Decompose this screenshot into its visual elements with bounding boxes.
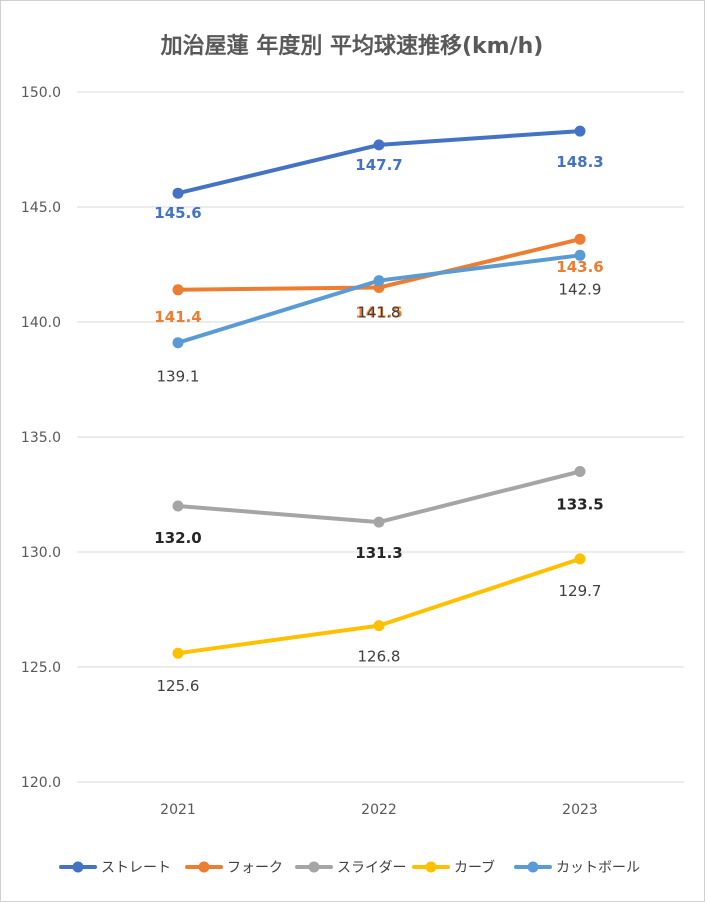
series-line (176, 253, 582, 345)
data-label: 141.8 (358, 304, 401, 322)
x-tick-label: 2023 (562, 802, 598, 818)
data-point (373, 516, 385, 528)
data-point (172, 284, 184, 296)
legend-marker (527, 861, 539, 873)
legend-label: カーブ (454, 859, 495, 876)
data-labels: 145.6 147.7 148.3 141.4 141.5 143.6 132.0 131.3… (154, 153, 603, 695)
data-label: 141.5 (355, 304, 402, 322)
data-label: 125.6 (157, 677, 200, 695)
legend: ストレート フォーク スライダー カーブ カットボール (59, 859, 640, 876)
y-tick-label: 140.0 (21, 315, 61, 331)
data-label: 143.6 (556, 258, 603, 276)
y-tick-label: 145.0 (21, 200, 61, 216)
legend-marker (72, 861, 84, 873)
data-point (172, 647, 184, 659)
legend-marker (308, 861, 320, 873)
data-point (373, 275, 385, 287)
legend-label: フォーク (227, 860, 283, 876)
data-point (172, 500, 184, 512)
data-label: 126.8 (358, 648, 401, 666)
y-tick-label: 150.0 (21, 85, 61, 101)
y-tick-label: 125.0 (21, 660, 61, 676)
data-label: 129.7 (559, 582, 602, 600)
series-line (176, 469, 582, 525)
legend-label: カットボール (556, 860, 640, 876)
data-point (574, 125, 586, 137)
data-point (574, 233, 586, 245)
x-axis-ticks: 2021 2022 2023 (160, 802, 598, 818)
gridlines (77, 91, 684, 783)
data-point (574, 553, 586, 565)
legend-label: スライダー (337, 860, 406, 876)
x-tick-label: 2022 (361, 802, 397, 818)
data-point (172, 337, 184, 349)
data-label: 148.3 (556, 153, 603, 171)
data-point (574, 249, 586, 261)
data-label: 142.9 (559, 280, 602, 298)
data-label: 141.4 (154, 308, 201, 326)
data-label: 147.7 (355, 156, 402, 174)
chart-title: 加治屋蓮 年度別 平均球速推移(km/h) (160, 33, 544, 59)
data-point (373, 139, 385, 151)
data-label: 131.3 (355, 544, 402, 562)
series-line (176, 556, 582, 656)
x-tick-label: 2021 (160, 802, 196, 818)
data-label: 132.0 (154, 529, 201, 547)
y-axis-ticks: 120.0 125.0 130.0 135.0 140.0 145.0 150.0 (21, 85, 61, 791)
data-point (574, 466, 586, 477)
data-point (172, 187, 184, 199)
series-lines (172, 125, 586, 659)
legend-marker (425, 861, 437, 873)
data-label: 139.1 (157, 368, 200, 386)
data-label: 133.5 (556, 496, 603, 514)
legend-marker (198, 861, 210, 873)
y-tick-label: 130.0 (21, 545, 61, 561)
legend-label: ストレート (101, 860, 171, 876)
data-label: 145.6 (154, 204, 201, 222)
y-tick-label: 120.0 (21, 775, 61, 791)
y-tick-label: 135.0 (21, 430, 61, 446)
data-point (373, 620, 385, 632)
